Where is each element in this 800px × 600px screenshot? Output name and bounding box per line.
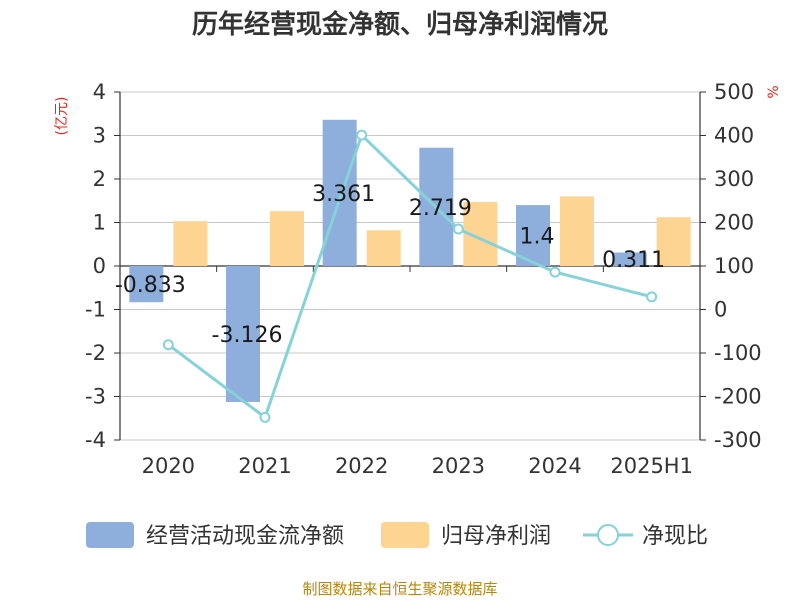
right-tick-label: 500 xyxy=(714,80,754,104)
left-tick-label: -3 xyxy=(85,385,106,409)
data-label-cash-flow: 2.719 xyxy=(409,196,472,221)
x-tick-label: 2023 xyxy=(432,454,485,478)
x-tick-label: 2025H1 xyxy=(610,454,693,478)
left-tick-label: -4 xyxy=(85,428,106,452)
legend-label-net-profit: 归母净利润 xyxy=(441,524,551,549)
ratio-line xyxy=(162,129,658,423)
ratio-point xyxy=(452,223,464,235)
bar-net-profit xyxy=(560,196,594,266)
left-tick-label: -2 xyxy=(85,341,106,365)
left-tick-label: 0 xyxy=(93,254,106,278)
bar-cash-flow xyxy=(129,266,164,303)
bar-net-profit xyxy=(270,211,304,266)
right-axis-ticks: 500 400 300 200 100 0 -100 -200 -300 xyxy=(700,80,762,452)
data-label-cash-flow: 3.361 xyxy=(312,182,375,207)
bar-cash-flow xyxy=(612,252,647,266)
bar-net-profit xyxy=(656,217,691,266)
x-tick-label: 2024 xyxy=(528,454,581,478)
left-tick-label: -1 xyxy=(85,298,106,322)
right-tick-label: -300 xyxy=(714,428,762,452)
source-note: 制图数据来自恒生聚源数据库 xyxy=(302,580,497,598)
legend: 经营活动现金流净额 归母净利润 净现比 xyxy=(86,522,708,549)
x-axis-ticks: 2020 2021 2022 2023 2024 2025H1 xyxy=(119,266,701,478)
left-tick-label: 3 xyxy=(93,124,106,148)
chart-title: 历年经营现金净额、归母净利润情况 xyxy=(192,9,608,40)
right-tick-label: 200 xyxy=(714,211,754,235)
right-tick-label: 400 xyxy=(714,124,754,148)
right-tick-label: -100 xyxy=(714,341,762,365)
left-axis-unit: (亿元) xyxy=(54,97,70,136)
right-tick-label: 0 xyxy=(714,298,727,322)
bar-net-profit xyxy=(366,230,401,266)
right-tick-label: 100 xyxy=(714,254,754,278)
legend-label-cash-flow: 经营活动现金流净额 xyxy=(146,524,344,549)
legend-label-ratio: 净现比 xyxy=(642,524,708,549)
ratio-point xyxy=(259,411,271,423)
legend-marker-ratio xyxy=(597,524,619,546)
left-axis-ticks: 4 3 2 1 0 -1 -2 -3 -4 xyxy=(85,80,120,452)
legend-swatch-cash-flow xyxy=(86,522,134,548)
left-tick-label: 4 xyxy=(93,80,106,104)
data-label-cash-flow: 0.311 xyxy=(602,248,665,273)
data-labels: -0.833 -3.126 3.361 2.719 1.4 0.311 xyxy=(115,182,665,348)
data-label-cash-flow: -0.833 xyxy=(115,273,186,298)
x-tick-label: 2021 xyxy=(238,454,291,478)
right-axis-unit: % xyxy=(766,85,782,98)
ratio-point xyxy=(549,266,561,278)
bar-cash-flow xyxy=(322,119,357,266)
left-tick-label: 2 xyxy=(93,167,106,191)
legend-swatch-net-profit xyxy=(381,522,429,548)
bar-cash-flow xyxy=(226,266,260,402)
ratio-point xyxy=(356,129,368,141)
data-label-cash-flow: -3.126 xyxy=(212,323,283,348)
x-tick-label: 2020 xyxy=(142,454,195,478)
x-tick-label: 2022 xyxy=(335,454,388,478)
right-tick-label: 300 xyxy=(714,167,754,191)
right-tick-label: -200 xyxy=(714,385,762,409)
left-tick-label: 1 xyxy=(93,211,106,235)
ratio-line-path xyxy=(167,132,653,420)
ratio-point xyxy=(646,291,658,303)
data-label-cash-flow: 1.4 xyxy=(520,225,555,250)
bar-net-profit xyxy=(173,221,208,266)
ratio-point xyxy=(162,339,174,351)
